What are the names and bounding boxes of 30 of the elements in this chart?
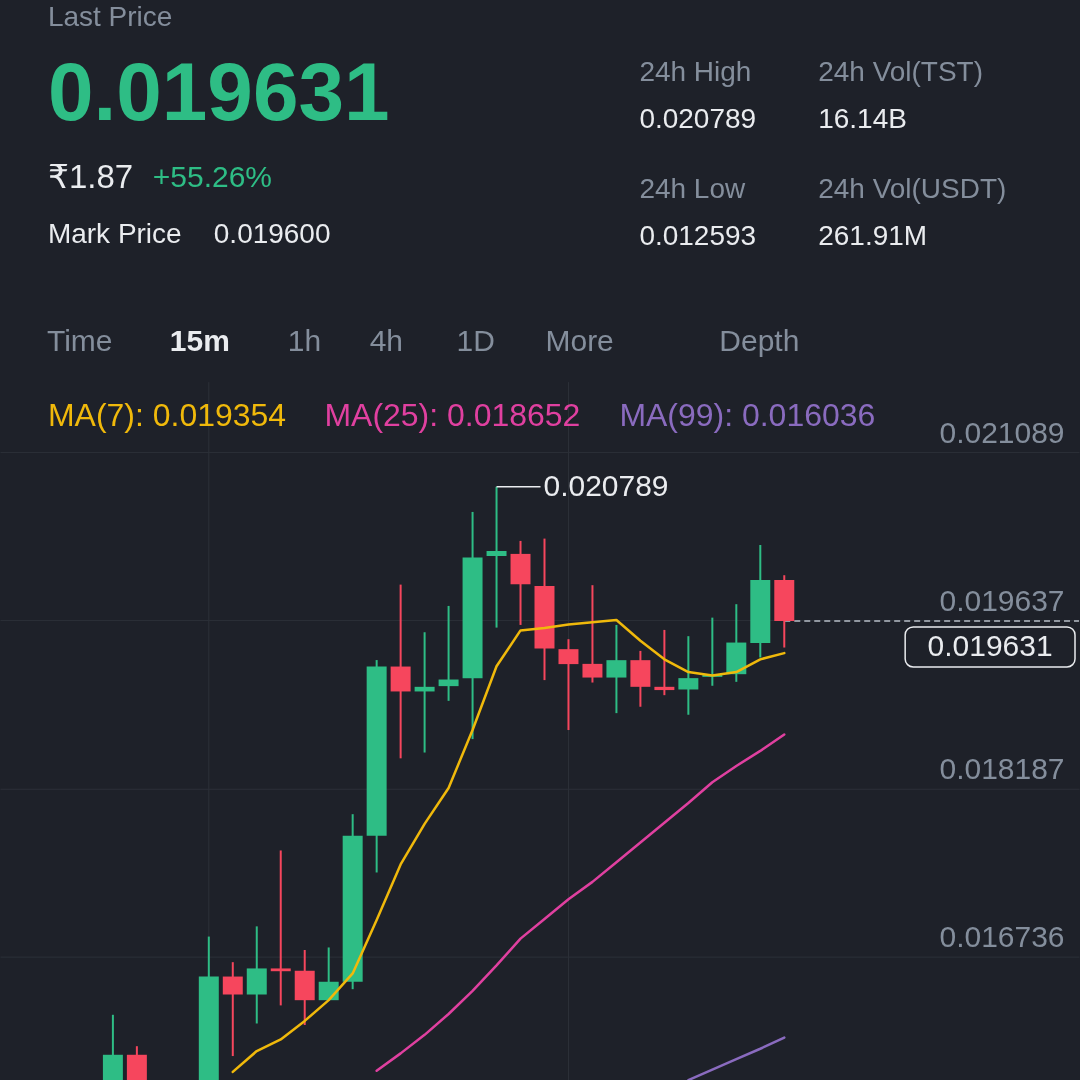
text: 4h: [369, 324, 403, 358]
text: 1D: [456, 324, 495, 358]
text: 0.012593: [639, 220, 757, 252]
text: 24h High: [639, 56, 752, 88]
y-tick-label: 0.019637: [939, 583, 1065, 617]
text: Mark Price: [47, 218, 182, 250]
y-tick-label: 0.018187: [939, 751, 1065, 785]
text: More: [545, 324, 614, 358]
text: 24h Vol(USDT): [818, 173, 1007, 205]
text: 24h Vol(TST): [818, 56, 984, 88]
text: 1h: [287, 324, 322, 358]
annotation: 0.020789: [543, 468, 669, 502]
text: MA(99): 0.016036: [619, 397, 876, 434]
text: ₹1.87: [47, 158, 134, 196]
text: 261.91M: [818, 220, 928, 252]
text: 0.019631: [47, 46, 390, 138]
text: 0.020789: [639, 103, 757, 135]
text: MA(7): 0.019354: [47, 397, 287, 434]
y-tick-label: 0.016736: [939, 920, 1065, 954]
text: 0.019600: [213, 218, 331, 250]
text: 15m: [169, 324, 230, 358]
text: Time: [46, 324, 113, 358]
text: MA(25): 0.018652: [324, 397, 581, 434]
ref-line-label: 0.019631: [927, 628, 1053, 662]
text: Last Price: [47, 1, 173, 33]
text: +55.26%: [152, 160, 273, 194]
y-tick-label: 0.021089: [939, 415, 1065, 449]
text: 24h Low: [639, 173, 746, 205]
text: 16.14B: [818, 103, 907, 135]
text: Depth: [719, 324, 800, 358]
